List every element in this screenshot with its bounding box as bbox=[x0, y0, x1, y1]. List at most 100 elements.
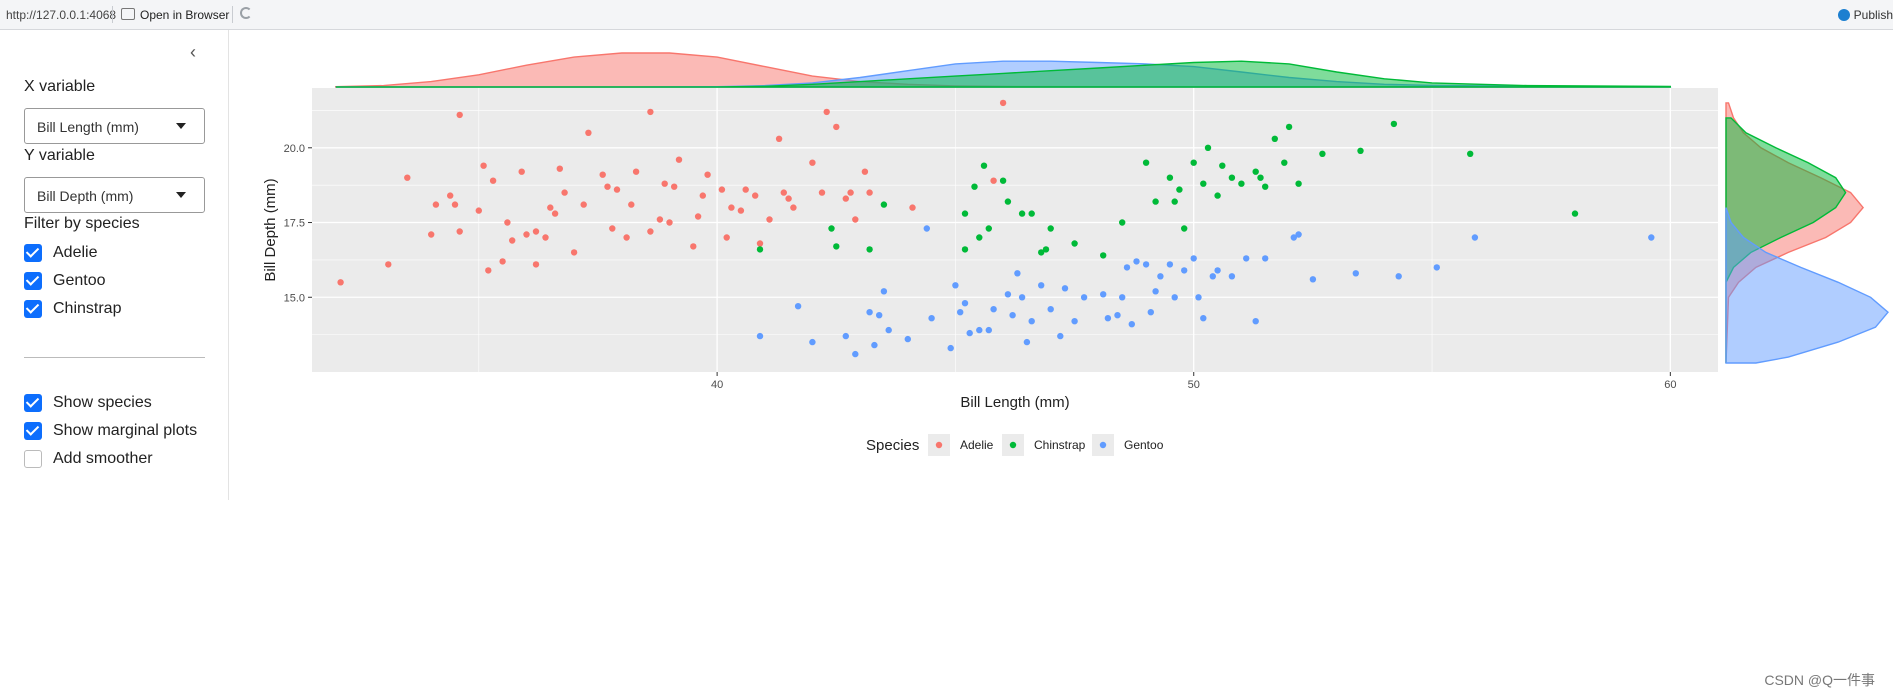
point-chinstrap bbox=[1390, 120, 1398, 128]
grid-lines bbox=[312, 88, 1718, 372]
point-adelie bbox=[561, 189, 568, 196]
point-gentoo bbox=[1009, 312, 1016, 319]
x-variable-label: X variable bbox=[24, 78, 96, 95]
point-adelie bbox=[785, 195, 792, 202]
point-chinstrap bbox=[1181, 225, 1188, 232]
point-chinstrap bbox=[1295, 180, 1302, 187]
point-chinstrap bbox=[1047, 225, 1054, 232]
point-adelie bbox=[690, 243, 697, 250]
point-gentoo bbox=[1471, 234, 1479, 241]
filter-species-label: Filter by species bbox=[24, 215, 140, 232]
point-gentoo bbox=[852, 350, 859, 358]
point-adelie bbox=[542, 234, 549, 241]
checkbox-label: Show species bbox=[53, 394, 152, 411]
point-adelie bbox=[499, 258, 506, 265]
point-chinstrap bbox=[1214, 192, 1221, 199]
open-in-browser-button[interactable]: Open in Browser bbox=[121, 6, 229, 24]
collapse-sidebar-chevron-icon[interactable]: ‹ bbox=[190, 42, 196, 62]
point-gentoo bbox=[1395, 273, 1402, 280]
point-adelie bbox=[790, 204, 797, 211]
point-gentoo bbox=[1157, 273, 1164, 280]
point-gentoo bbox=[1309, 276, 1317, 283]
point-gentoo bbox=[1114, 312, 1121, 319]
point-adelie bbox=[547, 204, 554, 211]
x-density-chinstrap bbox=[335, 60, 1672, 88]
checkbox-unchecked-icon bbox=[24, 450, 42, 468]
point-gentoo bbox=[990, 306, 997, 313]
point-adelie bbox=[752, 192, 759, 199]
y-marginal-density bbox=[1725, 102, 1889, 364]
checkbox-label: Chinstrap bbox=[53, 300, 122, 317]
point-gentoo bbox=[976, 326, 983, 334]
point-gentoo bbox=[947, 344, 954, 352]
point-adelie bbox=[585, 129, 592, 136]
point-chinstrap bbox=[1271, 135, 1279, 142]
point-gentoo bbox=[871, 341, 878, 349]
point-adelie bbox=[432, 201, 440, 208]
point-adelie bbox=[847, 189, 854, 196]
x-axis-label: Bill Length (mm) bbox=[960, 394, 1069, 411]
point-adelie bbox=[456, 111, 463, 119]
point-adelie bbox=[861, 168, 869, 175]
watermark: CSDN @Q一件事 bbox=[1764, 672, 1875, 688]
refresh-icon[interactable] bbox=[240, 7, 252, 19]
point-adelie bbox=[337, 279, 344, 286]
point-adelie bbox=[999, 99, 1007, 107]
point-chinstrap bbox=[1281, 159, 1288, 166]
point-gentoo bbox=[928, 315, 935, 322]
point-gentoo bbox=[1014, 270, 1021, 277]
x-marginal-density bbox=[335, 52, 1672, 88]
point-chinstrap bbox=[1571, 210, 1579, 217]
point-adelie bbox=[604, 183, 611, 190]
point-gentoo bbox=[1195, 294, 1202, 301]
point-gentoo bbox=[1018, 294, 1026, 301]
point-chinstrap bbox=[1285, 123, 1293, 131]
x-tick-label: 60 bbox=[1664, 379, 1676, 391]
y-variable-select[interactable]: Bill Depth (mm) bbox=[24, 177, 205, 213]
point-gentoo bbox=[1152, 288, 1159, 295]
scatter-plot-with-marginals: 40 50 60 15.0 17.5 20.0 Bill Length (mm) Bill… bbox=[262, 52, 1889, 456]
point-adelie bbox=[809, 159, 816, 166]
y-variable-value: Bill Depth (mm) bbox=[37, 188, 134, 204]
point-gentoo bbox=[1133, 258, 1140, 265]
point-chinstrap bbox=[1319, 150, 1326, 157]
point-adelie bbox=[485, 267, 492, 274]
x-variable-select[interactable]: Bill Length (mm) bbox=[24, 108, 205, 144]
point-gentoo bbox=[1071, 318, 1078, 325]
checkbox-checked-icon bbox=[24, 422, 42, 440]
y-variable-label: Y variable bbox=[24, 147, 95, 164]
point-gentoo bbox=[1142, 261, 1150, 268]
point-gentoo bbox=[1262, 255, 1269, 262]
y-tick-label: 17.5 bbox=[284, 218, 305, 230]
point-adelie bbox=[728, 204, 735, 211]
point-adelie bbox=[818, 189, 826, 196]
point-gentoo bbox=[1119, 294, 1126, 301]
checkbox-checked-icon bbox=[24, 300, 42, 318]
point-gentoo bbox=[1004, 291, 1012, 298]
point-chinstrap bbox=[1100, 252, 1107, 259]
point-gentoo bbox=[985, 326, 992, 334]
checkbox-checked-icon bbox=[24, 394, 42, 412]
point-adelie bbox=[661, 180, 668, 187]
point-gentoo bbox=[1123, 264, 1131, 271]
sidebar-divider bbox=[24, 357, 205, 358]
point-gentoo bbox=[1209, 273, 1216, 280]
point-adelie bbox=[428, 231, 435, 238]
point-gentoo bbox=[957, 309, 964, 316]
point-adelie bbox=[675, 156, 683, 163]
point-chinstrap bbox=[1190, 159, 1197, 166]
point-gentoo bbox=[1181, 267, 1188, 274]
point-chinstrap bbox=[1028, 210, 1035, 217]
point-gentoo bbox=[1147, 309, 1154, 316]
point-gentoo bbox=[1104, 315, 1112, 322]
legend-key-adelie bbox=[935, 441, 943, 449]
point-gentoo bbox=[1228, 273, 1236, 280]
point-adelie bbox=[609, 225, 616, 232]
point-chinstrap bbox=[1204, 144, 1212, 151]
point-gentoo bbox=[794, 303, 802, 310]
publish-button[interactable]: Publish bbox=[1837, 8, 1893, 22]
point-adelie bbox=[556, 165, 563, 172]
point-gentoo bbox=[1252, 318, 1259, 325]
point-adelie bbox=[523, 231, 530, 238]
point-gentoo bbox=[842, 332, 849, 340]
